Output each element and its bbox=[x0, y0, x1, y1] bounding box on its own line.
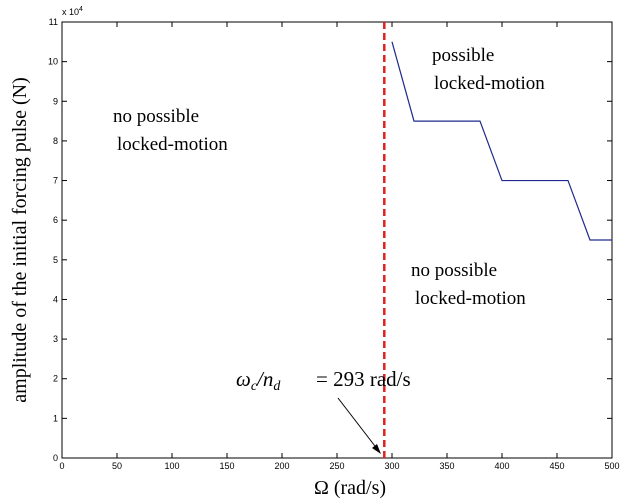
y-multiplier: x 104 bbox=[62, 6, 83, 17]
x-tick-label: 400 bbox=[494, 461, 509, 471]
x-axis-label: Ω (rad/s) bbox=[314, 477, 386, 499]
region-bottom-line2: locked-motion bbox=[415, 288, 526, 309]
series-line bbox=[391, 41, 612, 241]
y-tick-label: 0 bbox=[53, 453, 58, 463]
y-tick-label: 2 bbox=[53, 374, 58, 384]
y-axis-label: amplitude of the initial forcing pulse (… bbox=[9, 77, 31, 402]
tick-labels: 0 50 100 150 200 250 300 350 400 450 500 0 1 2 3 4 5 6 7 8 9… bbox=[48, 17, 620, 471]
region-bottom-line1: no possible bbox=[411, 260, 497, 281]
y-tick-label: 11 bbox=[49, 17, 58, 27]
ticks bbox=[61, 21, 613, 459]
y-multiplier-exponent: 4 bbox=[79, 6, 83, 13]
region-top-line1: possible bbox=[432, 45, 494, 66]
x-tick-label: 0 bbox=[59, 461, 64, 471]
y-tick-label: 6 bbox=[53, 215, 58, 225]
y-tick-label: 1 bbox=[53, 413, 58, 423]
x-tick-label: 300 bbox=[384, 461, 399, 471]
region-left-line2: locked-motion bbox=[117, 134, 228, 155]
annotation-arrow bbox=[337, 397, 379, 451]
y-tick-label: 3 bbox=[53, 334, 58, 344]
y-tick-label: 7 bbox=[53, 176, 58, 186]
y-tick-label: 5 bbox=[53, 255, 58, 265]
y-tick-label: 8 bbox=[53, 136, 58, 146]
x-tick-label: 200 bbox=[274, 461, 289, 471]
x-tick-label: 350 bbox=[439, 461, 454, 471]
x-tick-label: 50 bbox=[112, 461, 122, 471]
annotation-arrowhead bbox=[372, 444, 381, 454]
x-tick-label: 250 bbox=[329, 461, 344, 471]
omega-annotation: = 293 rad/s bbox=[316, 367, 411, 391]
x-tick-label: 450 bbox=[549, 461, 564, 471]
y-tick-label: 4 bbox=[53, 294, 58, 304]
region-top-line2: locked-motion bbox=[434, 73, 545, 94]
x-tick-label: 500 bbox=[604, 461, 619, 471]
x-tick-label: 100 bbox=[164, 461, 179, 471]
omega-lhs: ωc/nd bbox=[236, 367, 281, 394]
y-tick-label: 9 bbox=[53, 96, 58, 106]
y-tick-label: 10 bbox=[48, 57, 58, 67]
region-left-line1: no possible bbox=[113, 106, 199, 127]
x-tick-label: 150 bbox=[219, 461, 234, 471]
